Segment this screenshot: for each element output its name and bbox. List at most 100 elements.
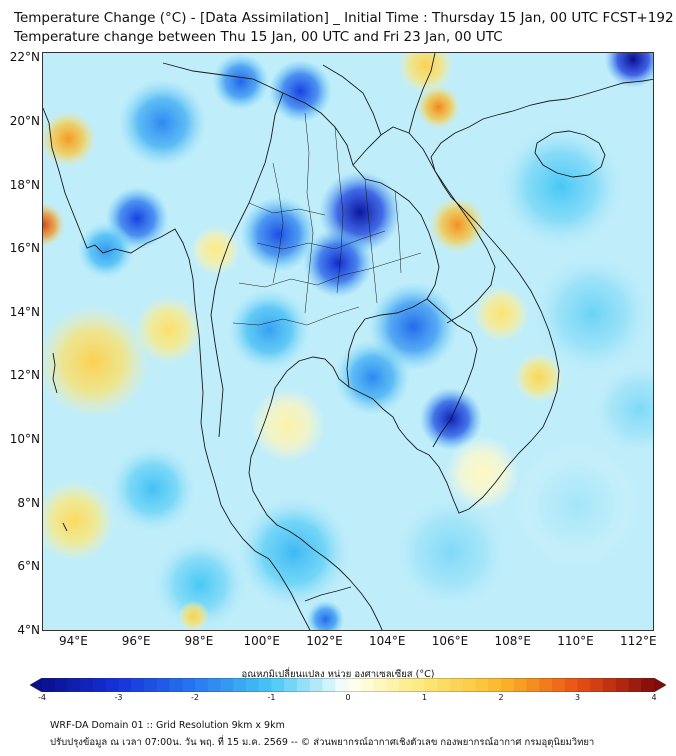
field-anomaly-14 [529, 251, 653, 377]
colorbar-segment [462, 678, 476, 692]
lat-tick-label: 8°N [17, 495, 40, 510]
field-anomaly-34 [250, 387, 326, 463]
colorbar-segment [67, 678, 81, 692]
colorbar-segment [297, 678, 311, 692]
colorbar-tick-label: 0 [345, 693, 351, 702]
lon-tick-label: 106°E [431, 634, 469, 648]
colorbar-segment [488, 678, 502, 692]
colorbar-segment [399, 678, 413, 692]
colorbar-segment [603, 678, 617, 692]
field-anomaly-35 [444, 435, 521, 511]
field-anomaly-6 [118, 79, 207, 167]
province-lines [232, 112, 422, 326]
colorbar-segment [539, 678, 553, 692]
tonkin-coast [430, 78, 653, 158]
field-anomaly-11 [228, 288, 310, 371]
colorbar-segment [641, 678, 655, 692]
field-anomaly-22 [43, 110, 97, 168]
colorbar-segment [182, 678, 196, 692]
lat-tick-label: 10°N [9, 432, 40, 447]
lon-tick-label: 102°E [306, 634, 343, 648]
colorbar [30, 678, 666, 692]
field-anomaly-23 [43, 305, 150, 419]
colorbar-segment [526, 678, 540, 692]
temperature-change-map [43, 53, 653, 630]
lat-tick-label: 6°N [17, 559, 40, 574]
colorbar-segment [42, 678, 56, 692]
colorbar-segment [475, 678, 489, 692]
andaman-islands [52, 352, 68, 532]
myanmar-thailand-border [210, 92, 284, 438]
colorbar-segment [271, 678, 285, 692]
colorbar-segment [233, 678, 247, 692]
coastlines-borders [43, 53, 653, 630]
thailand-cambodia-border [346, 298, 428, 388]
colorbar-segment [246, 678, 260, 692]
field-anomaly-4 [212, 53, 269, 110]
colorbar-tick-label: -3 [114, 693, 123, 702]
colorbar-tick-label: -2 [191, 693, 199, 702]
lat-tick-label: 4°N [17, 623, 40, 637]
colorbar-max-extend [654, 678, 666, 692]
indochina-south-coast [398, 156, 560, 514]
myanmar-coastline [43, 107, 210, 464]
map-panel[interactable] [42, 52, 654, 631]
colorbar-tick-label: 4 [651, 693, 657, 702]
field-anomaly-17 [108, 444, 197, 533]
colorbar-segment [207, 678, 221, 692]
lat-tick-label: 22°N [9, 50, 40, 65]
field-anomaly-13 [498, 123, 624, 250]
gulf-west-coast [248, 387, 383, 630]
colorbar-segment [360, 678, 374, 692]
field-anomaly-15 [237, 495, 351, 609]
colorbar-tick-label: -1 [267, 693, 276, 702]
lat-tick-label: 20°N [9, 113, 40, 128]
colorbar-segment [424, 678, 438, 692]
colorbar-segment [386, 678, 400, 692]
colorbar-segment [105, 678, 119, 692]
colorbar-segment [373, 678, 387, 692]
lon-tick-label: 98°E [184, 634, 214, 648]
field-anomaly-12 [604, 53, 653, 88]
laos-vietnam-border [352, 126, 496, 324]
colorbar-segment [118, 678, 132, 692]
colorbar-segment [131, 678, 145, 692]
field-anomaly-19 [513, 441, 640, 568]
andaman-coast [208, 462, 311, 630]
colorbar-min-extend [30, 678, 42, 692]
footer-credits: ปรับปรุงข้อมูล ณ เวลา 07:00น. วัน พฤ. ที… [50, 737, 595, 748]
colorbar-segment [615, 678, 629, 692]
field-anomaly-32 [177, 600, 210, 630]
lon-tick-label: 108°E [494, 634, 532, 648]
colorbar-segment [552, 678, 566, 692]
field-anomaly-26 [190, 225, 241, 276]
colorbar-segment [513, 678, 527, 692]
lon-tick-label: 110°E [557, 634, 594, 648]
colorbar-segment [411, 678, 425, 692]
malaysia-border [304, 586, 352, 602]
colorbar-segment [309, 678, 323, 692]
colorbar-segment [335, 678, 349, 692]
lat-tick-label: 18°N [9, 177, 40, 192]
cambodia-vietnam-border [426, 298, 478, 448]
lat-tick-label: 16°N [9, 241, 40, 256]
colorbar-segment [437, 678, 451, 692]
colorbar-segment [628, 678, 642, 692]
colorbar-segment [169, 678, 183, 692]
field-anomaly-28 [397, 53, 455, 94]
colorbar-segment [258, 678, 272, 692]
colorbar-segment [590, 678, 604, 692]
field-anomaly-10 [334, 339, 411, 416]
lon-tick-label: 94°E [58, 634, 88, 648]
field-anomaly-29 [429, 196, 486, 254]
colorbar-segment [577, 678, 591, 692]
colorbar-title: อุณหภูมิเปลี่ยนแปลง หน่วย องศาเซลเซียส (… [241, 669, 435, 680]
colorbar-segment [195, 678, 209, 692]
colorbar-segment [156, 678, 170, 692]
field-anomaly-25 [134, 295, 204, 365]
colorbar-tick-label: 1 [421, 693, 428, 702]
field-anomaly-7 [77, 221, 135, 279]
gulf-head [274, 356, 400, 430]
colorbar-segment [564, 678, 578, 692]
colorbar-segment [93, 678, 107, 692]
